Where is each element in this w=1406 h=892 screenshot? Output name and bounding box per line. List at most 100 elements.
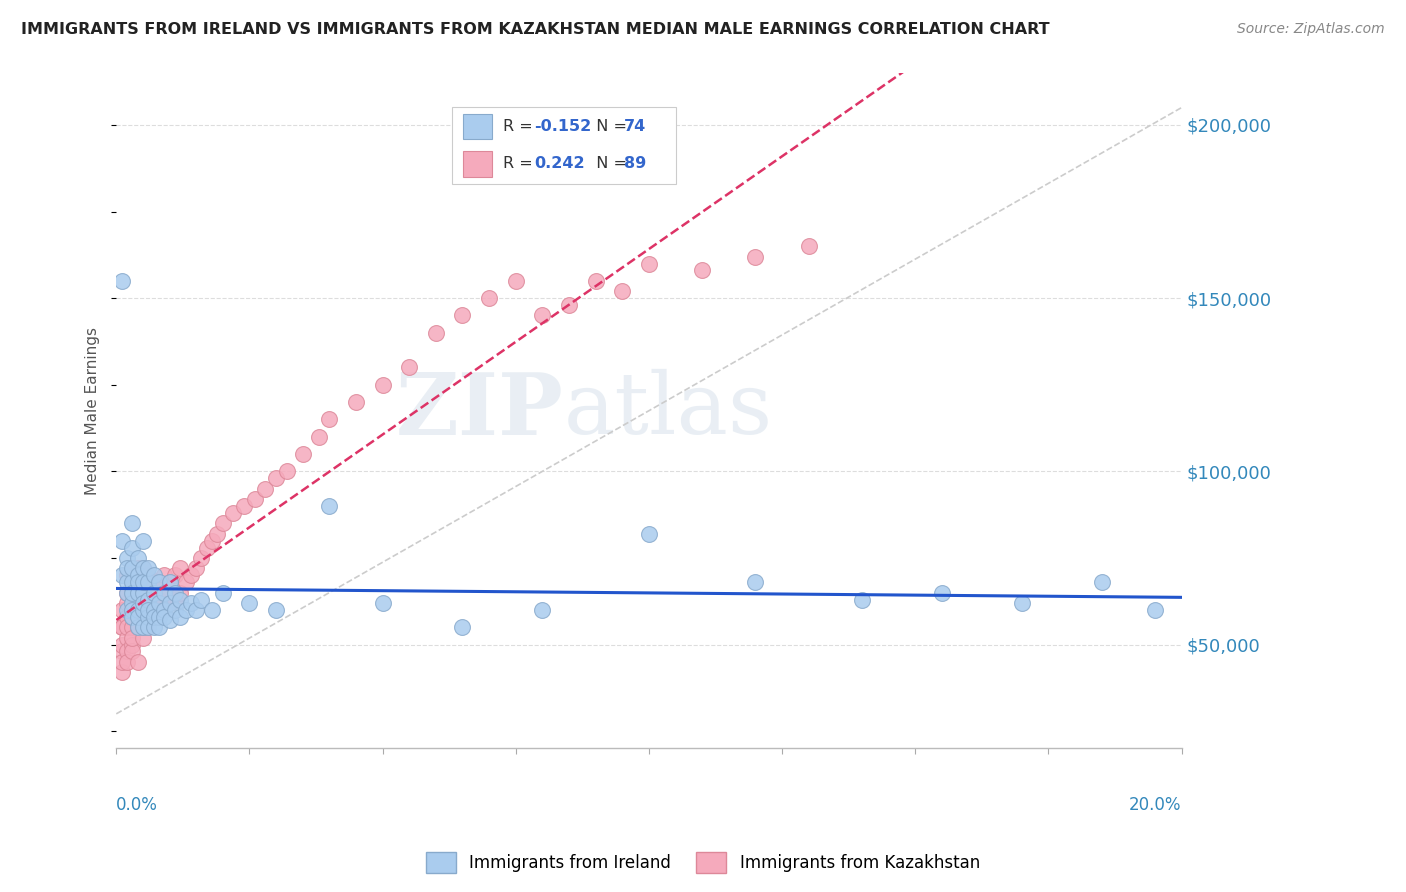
Point — [121, 644, 143, 658]
Point — [115, 551, 138, 566]
Point — [110, 655, 132, 669]
Point — [115, 596, 138, 610]
Point — [142, 620, 165, 634]
Point — [207, 526, 229, 541]
Point — [451, 309, 474, 323]
Point — [201, 533, 224, 548]
Point — [127, 575, 149, 590]
Point — [136, 620, 159, 634]
Point — [163, 585, 186, 599]
Point — [127, 585, 149, 599]
Point — [121, 610, 143, 624]
Point — [121, 561, 143, 575]
Point — [1011, 596, 1033, 610]
Point — [169, 610, 191, 624]
Point — [110, 638, 132, 652]
Point — [159, 596, 181, 610]
Point — [127, 551, 149, 566]
Point — [127, 610, 149, 624]
Point — [398, 360, 420, 375]
Point — [163, 592, 186, 607]
Point — [136, 592, 159, 607]
Point — [127, 585, 149, 599]
Point — [127, 620, 149, 634]
Point — [136, 585, 159, 599]
Point — [211, 516, 233, 531]
Point — [136, 620, 159, 634]
Point — [142, 610, 165, 624]
Point — [153, 585, 176, 599]
Point — [127, 610, 149, 624]
Point — [159, 575, 181, 590]
Point — [148, 620, 170, 634]
Point — [110, 603, 132, 617]
Point — [744, 250, 766, 264]
Point — [115, 610, 138, 624]
Point — [115, 620, 138, 634]
Point — [612, 284, 634, 298]
Point — [142, 610, 165, 624]
Point — [121, 585, 143, 599]
Point — [132, 561, 155, 575]
Point — [132, 575, 155, 590]
Point — [115, 568, 138, 582]
Point — [638, 526, 661, 541]
Point — [180, 596, 202, 610]
Point — [264, 471, 287, 485]
Point — [186, 603, 208, 617]
Point — [148, 575, 170, 590]
Point — [115, 585, 138, 599]
Point — [110, 644, 132, 658]
Point — [132, 603, 155, 617]
Point — [110, 665, 132, 680]
Point — [148, 596, 170, 610]
Point — [190, 592, 212, 607]
Point — [291, 447, 314, 461]
Point — [153, 603, 176, 617]
Point — [195, 541, 218, 555]
Point — [121, 603, 143, 617]
Text: 0.0%: 0.0% — [117, 796, 157, 814]
Point — [851, 592, 873, 607]
Point — [127, 561, 149, 575]
Point — [308, 430, 330, 444]
Point — [169, 585, 191, 599]
Point — [115, 561, 138, 575]
Point — [585, 274, 607, 288]
Point — [121, 596, 143, 610]
Point — [371, 596, 394, 610]
Point — [211, 585, 233, 599]
Point — [121, 541, 143, 555]
Point — [132, 620, 155, 634]
Point — [163, 568, 186, 582]
Point — [136, 568, 159, 582]
Point — [169, 592, 191, 607]
Point — [136, 561, 159, 575]
Point — [132, 596, 155, 610]
Point — [163, 603, 186, 617]
Point — [174, 603, 197, 617]
Point — [153, 568, 176, 582]
Point — [931, 585, 953, 599]
Point — [425, 326, 447, 340]
Point — [127, 655, 149, 669]
Point — [121, 631, 143, 645]
Point — [142, 575, 165, 590]
Point — [110, 620, 132, 634]
Point — [136, 603, 159, 617]
Point — [276, 464, 298, 478]
Point — [121, 575, 143, 590]
Point — [132, 620, 155, 634]
Point — [110, 274, 132, 288]
Point — [132, 533, 155, 548]
Text: Source: ZipAtlas.com: Source: ZipAtlas.com — [1237, 22, 1385, 37]
Point — [121, 516, 143, 531]
Point — [127, 568, 149, 582]
Point — [115, 655, 138, 669]
Point — [115, 631, 138, 645]
Point — [201, 603, 224, 617]
Point — [115, 575, 138, 590]
Point — [148, 610, 170, 624]
Point — [159, 596, 181, 610]
Point — [159, 613, 181, 627]
